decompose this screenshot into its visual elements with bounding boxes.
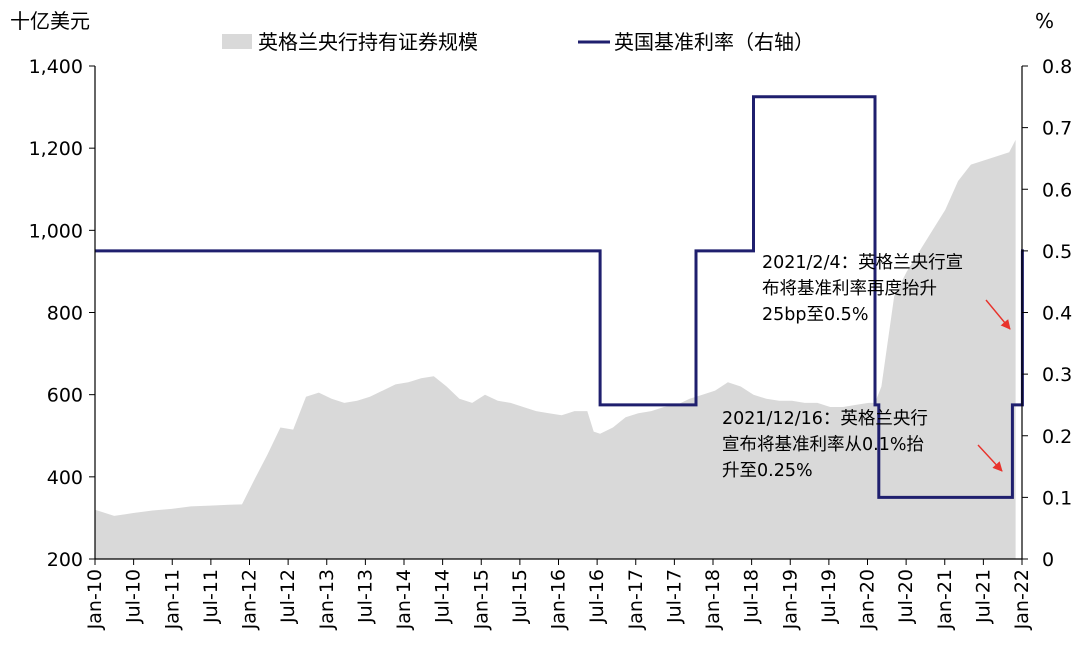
right-tick-label: 0.2 [1042, 426, 1072, 448]
right-tick-label: 0.5 [1042, 241, 1072, 263]
x-tick-label: Jan-13 [316, 569, 338, 630]
annotation-rate-hike-2021-12: 2021/12/16：英格兰央行 宣布将基准利率从0.1%抬 升至0.25% [722, 409, 1003, 481]
x-tick-label: Jan-20 [857, 569, 879, 630]
right-tick-label: 0.7 [1042, 118, 1072, 140]
right-tick-label: 0.6 [1042, 179, 1072, 201]
legend-label-area: 英格兰央行持有证券规模 [258, 30, 478, 54]
x-tick-label: Jul-15 [509, 569, 531, 624]
annotation-1-arrow [985, 299, 1011, 330]
left-tick-label: 1,400 [29, 56, 83, 78]
x-tick-label: Jan-19 [779, 569, 801, 630]
x-tick-label: Jul-12 [277, 569, 299, 624]
x-tick-label: Jan-17 [625, 569, 647, 630]
x-tick-label: Jan-21 [934, 569, 956, 630]
x-tick-label: Jul-18 [741, 569, 763, 624]
x-tick-label: Jul-21 [972, 569, 994, 624]
right-tick-label: 0 [1042, 549, 1054, 571]
right-tick-label: 0.8 [1042, 56, 1072, 78]
x-tick-label: Jul-17 [663, 569, 685, 624]
right-tick-label: 0.3 [1042, 364, 1072, 386]
right-tick-label: 0.1 [1042, 487, 1072, 509]
x-tick-label: Jul-13 [354, 569, 376, 624]
right-axis-ticks: 0 0.1 0.2 0.3 0.4 0.5 0.6 0.7 0.8 [1022, 56, 1072, 571]
x-tick-label: Jan-22 [1011, 569, 1033, 630]
x-tick-label: Jan-11 [161, 569, 183, 630]
x-tick-label: Jan-14 [393, 569, 415, 630]
x-axis-ticks: Jan-10 Jul-10 Jan-11 Jul-11 Jan-12 Jul-12 Jan-… [84, 559, 1033, 630]
annotation-1-line-2: 布将基准利率再度抬升 [762, 279, 937, 299]
legend-swatch-area [222, 34, 252, 49]
annotation-2-line-2: 宣布将基准利率从0.1%抬 [722, 435, 924, 455]
x-tick-label: Jul-19 [818, 569, 840, 624]
x-tick-label: Jul-20 [895, 569, 917, 624]
annotation-2-line-3: 升至0.25% [722, 461, 813, 481]
left-axis-ticks: 200 400 600 800 1,000 1,200 1,400 [29, 56, 95, 571]
right-tick-label: 0.4 [1042, 303, 1072, 325]
legend-label-line: 英国基准利率（右轴） [614, 30, 814, 54]
left-tick-label: 1,200 [29, 138, 83, 160]
x-tick-label: Jul-14 [432, 569, 454, 624]
left-tick-label: 400 [47, 467, 83, 489]
x-tick-label: Jan-10 [84, 569, 106, 630]
left-tick-label: 1,000 [29, 220, 83, 242]
right-axis-unit: % [1035, 9, 1054, 33]
x-tick-label: Jul-16 [586, 569, 608, 624]
holdings-area [95, 139, 1016, 559]
annotation-1-line-1: 2021/2/4：英格兰央行宣 [762, 253, 963, 273]
x-tick-label: Jan-12 [239, 569, 261, 630]
annotation-2-line-1: 2021/12/16：英格兰央行 [722, 409, 928, 429]
left-tick-label: 800 [47, 303, 83, 325]
x-tick-label: Jan-15 [470, 569, 492, 630]
annotation-2-arrow [977, 444, 1003, 472]
line-series-layer [95, 95, 1024, 499]
x-tick-label: Jul-10 [123, 569, 145, 624]
x-tick-label: Jul-11 [200, 569, 222, 624]
x-tick-label: Jan-18 [702, 569, 724, 630]
left-tick-label: 200 [47, 549, 83, 571]
legend: 英格兰央行持有证券规模 英国基准利率（右轴） [222, 30, 814, 54]
bank-rate-line [95, 95, 1024, 499]
x-tick-label: Jan-16 [548, 569, 570, 630]
annotation-rate-hike-2021-02: 2021/2/4：英格兰央行宣 布将基准利率再度抬升 25bp至0.5% [762, 253, 1011, 330]
left-tick-label: 600 [47, 385, 83, 407]
area-series-layer [95, 139, 1016, 559]
annotation-1-line-3: 25bp至0.5% [762, 305, 868, 325]
left-axis-unit: 十亿美元 [10, 9, 90, 33]
